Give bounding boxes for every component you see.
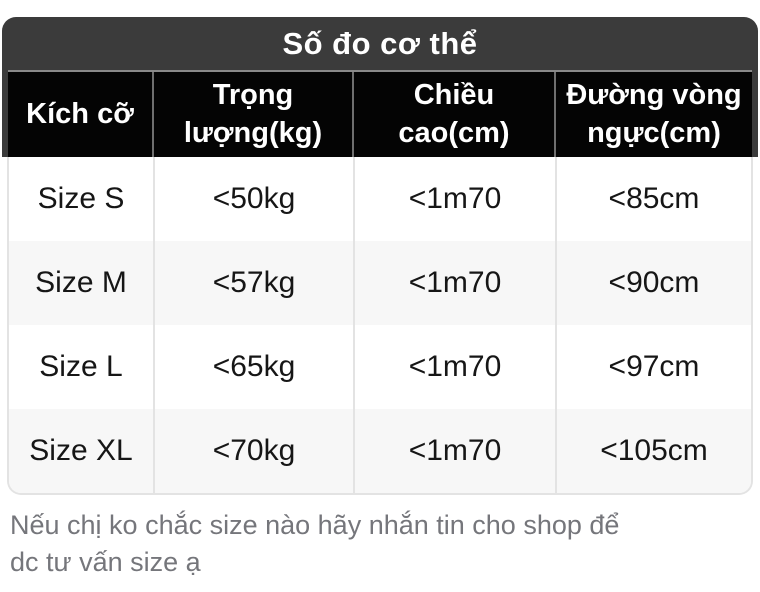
advice-note-line-1: Nếu chị ko chắc size nào hãy nhắn tin ch…	[10, 510, 620, 540]
advice-note-line-2: dc tư vấn size ạ	[10, 547, 201, 577]
cell-weight: <65kg	[155, 325, 355, 409]
table-row-size-m: Size M <57kg <1m70 <90cm	[9, 241, 751, 325]
size-table-header-row: Kích cỡ Trọng lượng(kg) Chiều cao(cm) Đư…	[8, 70, 752, 157]
size-chart-header-container: Số đo cơ thể Kích cỡ Trọng lượng(kg) Chi…	[2, 17, 758, 157]
cell-chest: <90cm	[608, 266, 700, 299]
column-header-weight: Trọng lượng(kg)	[154, 72, 354, 157]
column-header-height: Chiều cao(cm)	[354, 72, 556, 157]
cell-weight: <50kg	[155, 157, 355, 241]
cell-weight: <57kg	[155, 241, 355, 325]
cell-weight: <70kg	[155, 409, 355, 493]
size-chart-title-bar: Số đo cơ thể	[8, 17, 752, 70]
advice-note: Nếu chị ko chắc size nào hãy nhắn tin ch…	[10, 507, 760, 581]
cell-size-label: Size XL	[9, 409, 155, 493]
cell-height: <1m70	[355, 325, 557, 409]
cell-chest: <85cm	[608, 182, 700, 215]
size-chart-title: Số đo cơ thể	[282, 25, 478, 61]
cell-height: <1m70	[355, 241, 557, 325]
cell-size-label: Size M	[9, 241, 155, 325]
cell-size-label: Size S	[9, 157, 155, 241]
cell-size-label: Size L	[9, 325, 155, 409]
table-row-size-l: Size L <65kg <1m70 <97cm	[9, 325, 751, 409]
cell-chest: <105cm	[600, 434, 708, 467]
table-row-size-s: Size S <50kg <1m70 <85cm	[9, 157, 751, 241]
cell-height: <1m70	[355, 157, 557, 241]
cell-height: <1m70	[355, 409, 557, 493]
column-header-size: Kích cỡ	[8, 72, 154, 157]
cell-chest: <97cm	[608, 350, 700, 383]
table-row-size-xl: Size XL <70kg <1m70 <105cm	[9, 409, 751, 493]
column-header-chest: Đường vòng ngực(cm)	[566, 79, 742, 149]
size-table-body: Size S <50kg <1m70 <85cm Size M <57kg <1…	[7, 157, 753, 495]
